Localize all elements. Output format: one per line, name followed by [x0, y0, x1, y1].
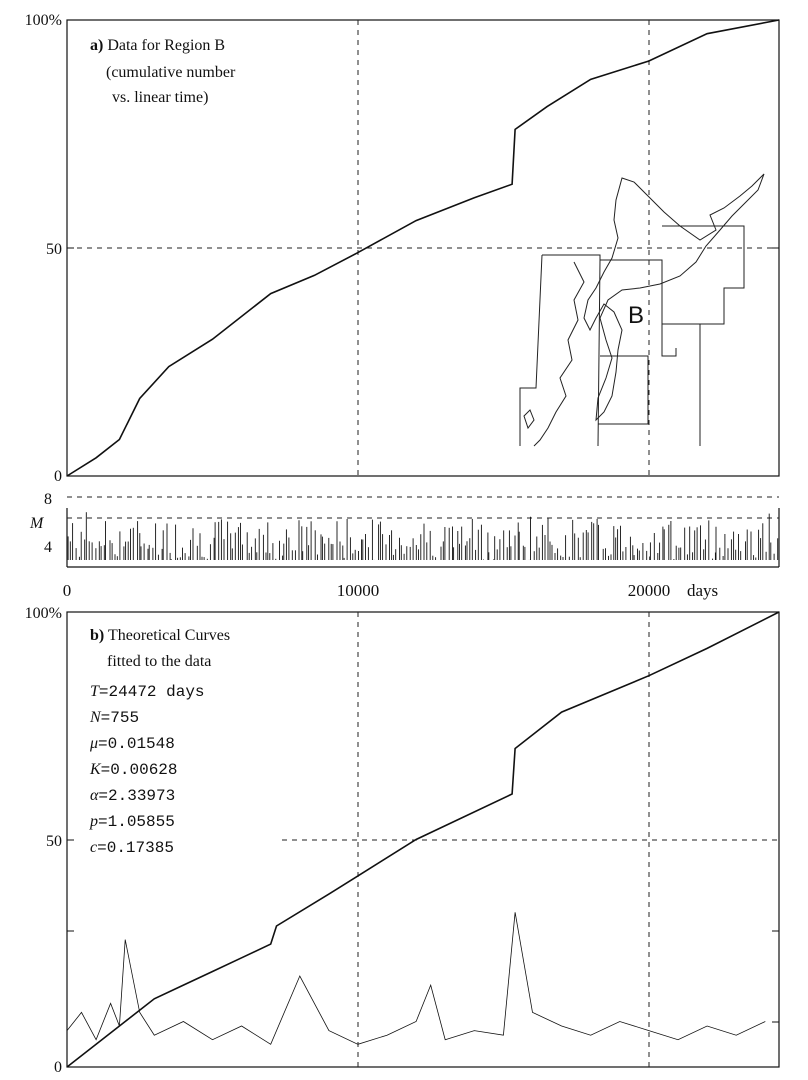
- param-equals: =: [101, 761, 111, 779]
- param-c-value: 0.17385: [107, 839, 174, 857]
- x-axis-unit: days: [687, 581, 718, 600]
- param-N: N=755: [89, 709, 139, 727]
- panel-b-title-bold: b): [90, 627, 104, 644]
- param-alpha-symbol: α: [90, 787, 99, 804]
- param-N-symbol: N: [89, 709, 102, 726]
- magnitude-axis-label: M: [29, 515, 45, 532]
- y-tick-label-100: 100%: [25, 12, 62, 29]
- magnitude-tick-8: 8: [44, 491, 52, 508]
- param-alpha-value: 2.33973: [108, 787, 175, 805]
- y-tick-label-50: 50: [46, 241, 62, 258]
- panel-a-title-bold: a): [90, 37, 103, 54]
- panel-a-title-text: Data for Region B: [107, 37, 225, 54]
- param-K: K=0.00628: [89, 761, 178, 779]
- map-region-label: B: [628, 302, 644, 329]
- panel-b-title-text: Theoretical Curves: [108, 627, 230, 644]
- map-region-boundary: [519, 225, 745, 447]
- param-p-symbol: p: [89, 813, 98, 830]
- magnitude-bars: [67, 512, 779, 560]
- panel-a-title: a) Data for Region B (cumulative number …: [90, 37, 236, 106]
- y-tick-label-100: 100%: [25, 605, 62, 622]
- region-map-inset: B: [519, 173, 765, 447]
- magnitude-tick-4: 4: [44, 539, 52, 556]
- panel-a-y-ticks: 100% 50 0: [25, 12, 779, 485]
- panel-a-subtitle-2: vs. linear time): [112, 89, 208, 106]
- x-tick-label-20000: 20000: [628, 581, 671, 600]
- panel-b-y-ticks: 100% 50 0: [25, 605, 779, 1076]
- param-T-symbol: T: [90, 683, 100, 700]
- panel-a-title-line: a) Data for Region B: [90, 37, 225, 54]
- param-K-symbol: K: [89, 761, 102, 778]
- panel-b-intensity-curve: [66, 912, 766, 1045]
- map-coastline: [583, 173, 765, 422]
- x-tick-label-10000: 10000: [337, 581, 380, 600]
- fit-parameters: T=24472 days N=755 μ=0.01548 K=0.00628 α…: [89, 683, 205, 857]
- param-T: T=24472 days: [90, 683, 205, 701]
- x-tick-label-0: 0: [63, 581, 72, 600]
- panel-b-title: b) Theoretical Curves fitted to the data: [90, 627, 230, 670]
- magnitude-panel: M 8 4: [29, 491, 780, 568]
- panel-a: 100% 50 0 a) Data for Region B (cumulati…: [25, 12, 780, 485]
- param-equals: =: [97, 839, 107, 857]
- param-equals: =: [99, 683, 109, 701]
- map-island-left: [523, 409, 535, 430]
- map-mainland-coast: [533, 261, 585, 447]
- panel-a-cumulative-curve: [66, 19, 780, 477]
- param-mu-symbol: μ: [89, 735, 98, 752]
- param-c: c=0.17385: [90, 839, 174, 857]
- param-mu: μ=0.01548: [89, 735, 175, 753]
- x-axis: 0 10000 20000 days: [63, 581, 718, 600]
- y-tick-label-0: 0: [54, 468, 62, 485]
- panel-b-theoretical-curve: [66, 611, 780, 1068]
- param-K-value: 0.00628: [110, 761, 177, 779]
- param-equals: =: [98, 813, 108, 831]
- param-equals: =: [98, 735, 108, 753]
- param-equals: =: [98, 787, 108, 805]
- param-N-value: 755: [110, 709, 139, 727]
- param-equals: =: [101, 709, 111, 727]
- y-tick-label-0: 0: [54, 1059, 62, 1076]
- panel-a-subtitle-1: (cumulative number: [106, 64, 236, 81]
- param-alpha: α=2.33973: [90, 787, 175, 805]
- panel-b-title-line: b) Theoretical Curves: [90, 627, 230, 644]
- param-p: p=1.05855: [89, 813, 175, 831]
- panel-b-subtitle: fitted to the data: [107, 653, 211, 670]
- param-T-value: 24472 days: [109, 683, 205, 701]
- param-p-value: 1.05855: [108, 813, 175, 831]
- panel-b: 100% 50 0 b) Theoretical Curves fitted t…: [25, 605, 780, 1076]
- y-tick-label-50: 50: [46, 833, 62, 850]
- param-c-symbol: c: [90, 839, 97, 856]
- param-mu-value: 0.01548: [108, 735, 175, 753]
